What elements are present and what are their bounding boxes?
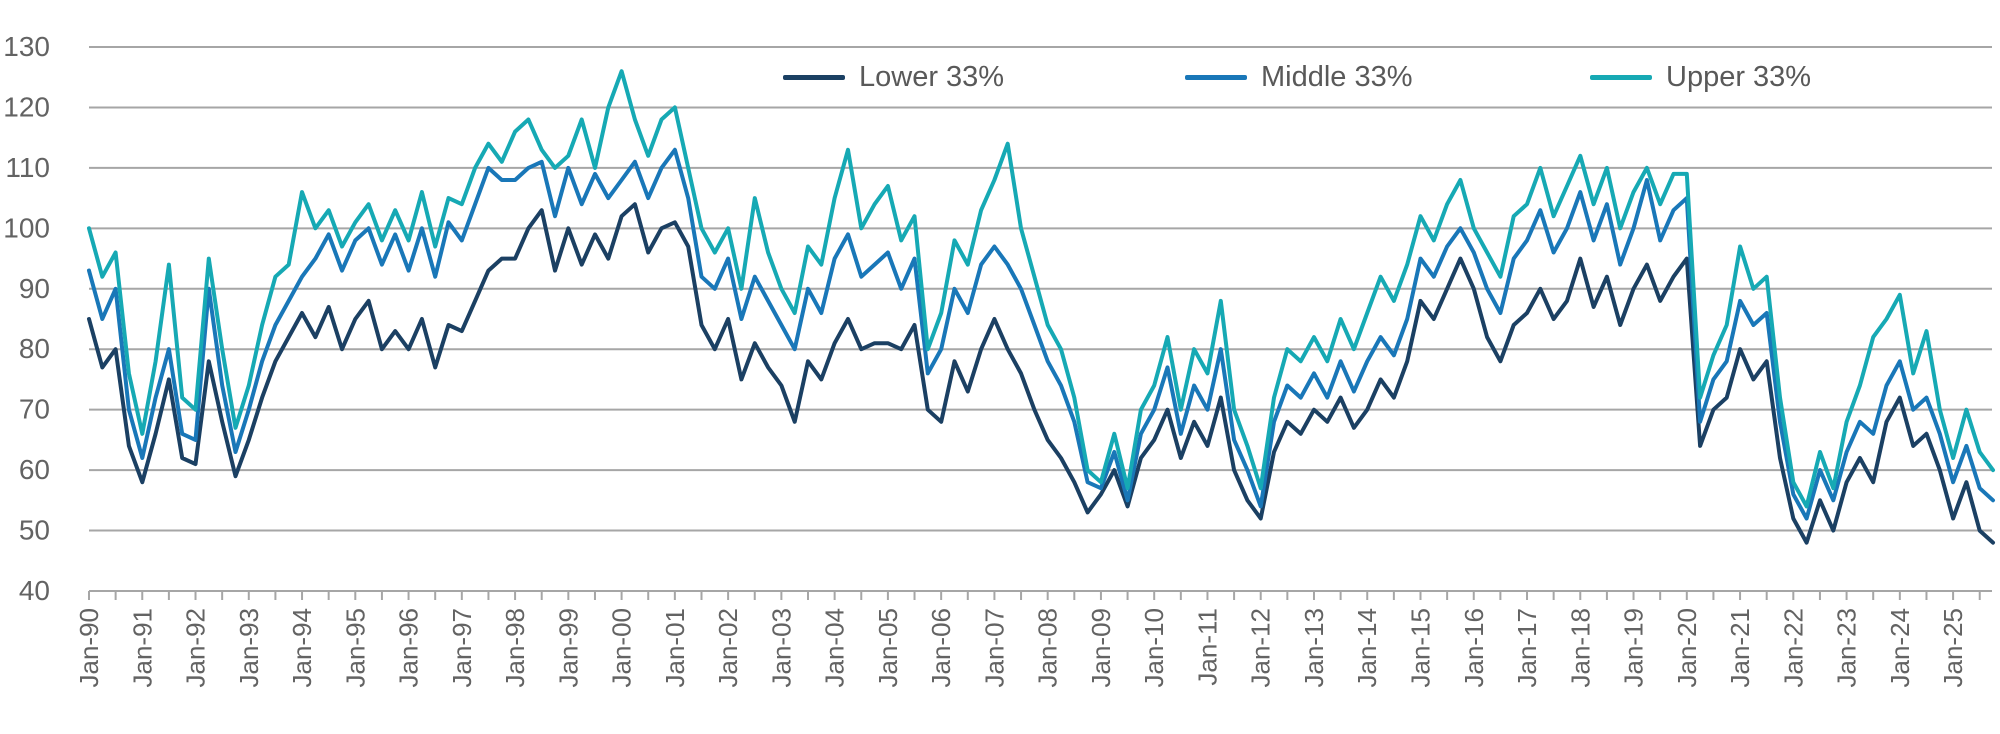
- x-axis-tick-label: Jan-98: [500, 608, 530, 688]
- y-axis-tick-label: 40: [19, 575, 50, 606]
- y-axis-tick-label: 100: [3, 212, 50, 243]
- x-axis-tick-label: Jan-17: [1512, 608, 1542, 688]
- y-axis-tick-label: 50: [19, 515, 50, 546]
- x-axis-tick-label: Jan-11: [1192, 608, 1222, 686]
- series-line-upper-33-: [87, 69, 1995, 509]
- x-axis-tick-label: Jan-07: [979, 608, 1009, 688]
- x-axis-tick-label: Jan-19: [1619, 608, 1649, 688]
- x-axis-tick-label: Jan-21: [1725, 608, 1755, 688]
- x-axis-tick-label: Jan-00: [607, 608, 637, 688]
- x-axis-tick-label: Jan-92: [181, 608, 211, 688]
- x-axis-tick-label: Jan-93: [234, 608, 264, 688]
- x-axis-tick-label: Jan-05: [873, 608, 903, 688]
- x-axis-tick-label: Jan-20: [1672, 608, 1702, 688]
- x-axis-tick-label: Jan-13: [1299, 608, 1329, 688]
- y-axis-tick-label: 80: [19, 333, 50, 364]
- x-axis-tick-label: Jan-15: [1406, 608, 1436, 688]
- x-axis-tick-label: Jan-91: [127, 608, 157, 688]
- x-axis-tick-label: Jan-25: [1938, 608, 1968, 688]
- series-line-middle-33-: [87, 147, 1995, 521]
- x-axis-tick-label: Jan-96: [394, 608, 424, 688]
- x-axis-tick-label: Jan-08: [1033, 608, 1063, 688]
- x-axis-tick-label: Jan-03: [766, 608, 796, 688]
- y-axis-tick-label: 60: [19, 454, 50, 485]
- x-axis-tick-label: Jan-95: [340, 608, 370, 688]
- x-axis-tick-label: Jan-06: [926, 608, 956, 688]
- x-axis-tick-label: Jan-23: [1832, 608, 1862, 688]
- x-axis-tick-label: Jan-90: [74, 608, 104, 688]
- x-axis-tick-label: Jan-97: [447, 608, 477, 688]
- x-axis-tick-label: Jan-01: [660, 608, 690, 688]
- x-axis-tick-label: Jan-94: [287, 608, 317, 688]
- y-axis-tick-label: 130: [3, 31, 50, 62]
- x-axis-tick-label: Jan-22: [1778, 608, 1808, 688]
- y-axis-tick-label: 70: [19, 394, 50, 425]
- series-line-lower-33-: [87, 202, 1995, 545]
- x-axis-tick-label: Jan-18: [1565, 608, 1595, 688]
- x-axis-tick-label: Jan-02: [713, 608, 743, 688]
- y-axis-tick-label: 110: [5, 152, 50, 183]
- x-axis-tick-label: Jan-16: [1459, 608, 1489, 688]
- x-axis-tick-label: Jan-04: [820, 608, 850, 688]
- y-axis-tick-label: 90: [19, 273, 50, 304]
- x-axis-tick-label: Jan-99: [553, 608, 583, 688]
- y-axis-tick-label: 120: [3, 91, 50, 122]
- x-axis-tick-label: Jan-09: [1086, 608, 1116, 688]
- x-axis-tick-label: Jan-24: [1885, 608, 1915, 688]
- x-axis-tick-label: Jan-14: [1352, 608, 1382, 688]
- x-axis-tick-label: Jan-12: [1246, 608, 1276, 688]
- x-axis-tick-label: Jan-10: [1139, 608, 1169, 688]
